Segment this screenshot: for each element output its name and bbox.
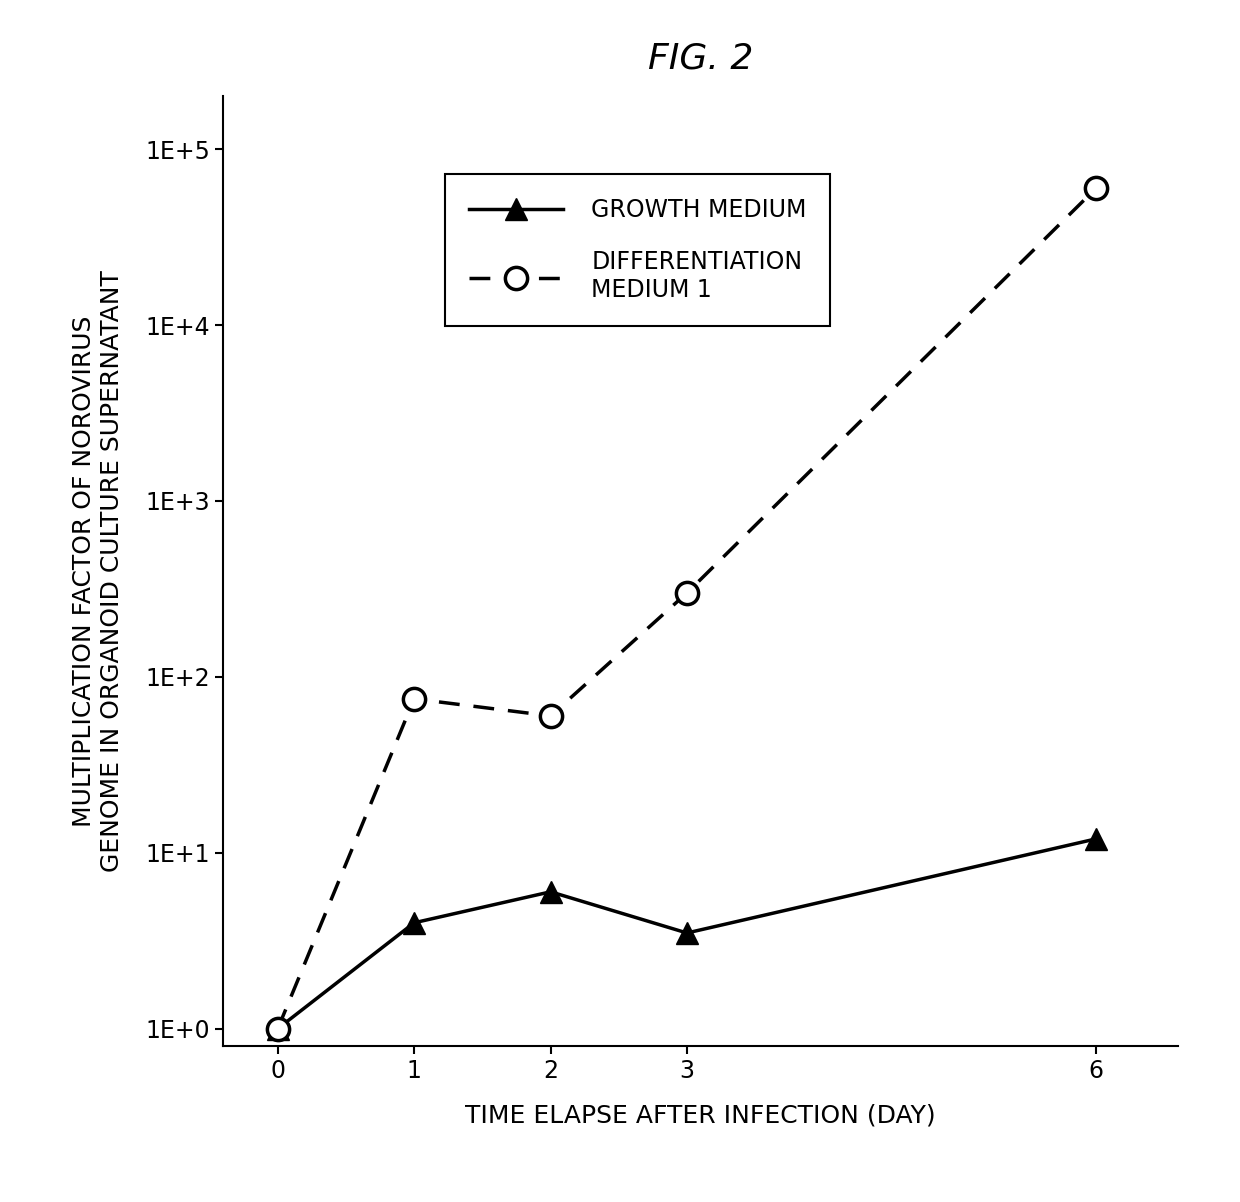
GROWTH MEDIUM	[680, 926, 694, 940]
GROWTH MEDIUM	[543, 885, 558, 899]
DIFFERENTIATION
MEDIUM 1	[270, 1022, 285, 1036]
Y-axis label: MULTIPLICATION FACTOR OF NOROVIRUS
GENOME IN ORGANOID CULTURE SUPERNATANT: MULTIPLICATION FACTOR OF NOROVIRUS GENOM…	[72, 270, 124, 871]
Line: GROWTH MEDIUM: GROWTH MEDIUM	[267, 828, 1107, 1040]
Title: FIG. 2: FIG. 2	[649, 41, 753, 76]
GROWTH MEDIUM	[407, 916, 422, 930]
DIFFERENTIATION
MEDIUM 1	[543, 709, 558, 724]
GROWTH MEDIUM	[270, 1022, 285, 1036]
DIFFERENTIATION
MEDIUM 1	[680, 585, 694, 600]
X-axis label: TIME ELAPSE AFTER INFECTION (DAY): TIME ELAPSE AFTER INFECTION (DAY)	[465, 1103, 936, 1127]
DIFFERENTIATION
MEDIUM 1	[1089, 182, 1104, 196]
Line: DIFFERENTIATION
MEDIUM 1: DIFFERENTIATION MEDIUM 1	[267, 177, 1107, 1040]
Legend: GROWTH MEDIUM, DIFFERENTIATION
MEDIUM 1: GROWTH MEDIUM, DIFFERENTIATION MEDIUM 1	[445, 174, 831, 326]
DIFFERENTIATION
MEDIUM 1	[407, 691, 422, 706]
GROWTH MEDIUM	[1089, 832, 1104, 846]
